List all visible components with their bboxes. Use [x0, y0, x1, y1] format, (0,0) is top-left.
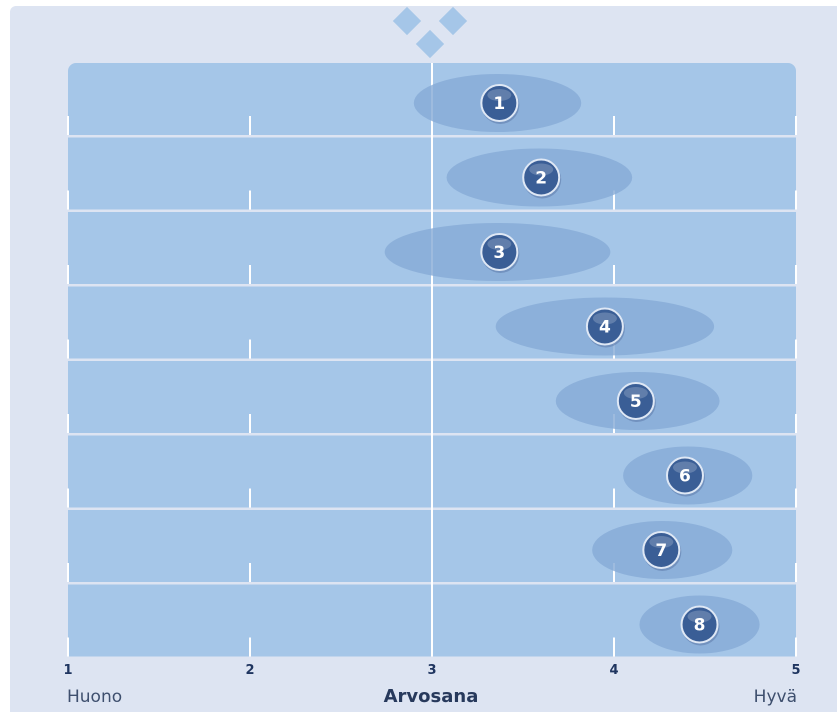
- marker-label-1: 1: [493, 94, 505, 114]
- marker-label-4: 4: [599, 318, 611, 338]
- x-tick-label-1: 1: [63, 663, 72, 678]
- x-tick-label-5: 5: [791, 663, 800, 678]
- marker-label-5: 5: [630, 392, 642, 412]
- rating-marker-6: 6: [665, 456, 705, 497]
- rating-marker-4: 4: [585, 307, 625, 348]
- rating-marker-5: 5: [616, 382, 656, 422]
- marker-label-7: 7: [655, 541, 667, 561]
- x-axis-title: Arvosana: [384, 686, 479, 707]
- rating-marker-8: 8: [680, 605, 720, 646]
- x-tick-label-4: 4: [609, 663, 618, 678]
- scale-high-label: Hyvä: [754, 687, 797, 707]
- marker-label-2: 2: [535, 169, 547, 189]
- rating-marker-7: 7: [642, 531, 682, 571]
- scale-low-label: Huono: [67, 687, 122, 707]
- x-tick-label-3: 3: [427, 663, 436, 678]
- rating-marker-3: 3: [480, 233, 520, 273]
- rating-marker-2: 2: [522, 158, 562, 199]
- marker-label-6: 6: [679, 467, 691, 487]
- rating-marker-1: 1: [480, 84, 520, 124]
- marker-label-3: 3: [493, 243, 505, 263]
- diamond-logo-icon: [392, 6, 468, 59]
- x-tick-label-2: 2: [245, 663, 254, 678]
- marker-label-8: 8: [694, 616, 706, 636]
